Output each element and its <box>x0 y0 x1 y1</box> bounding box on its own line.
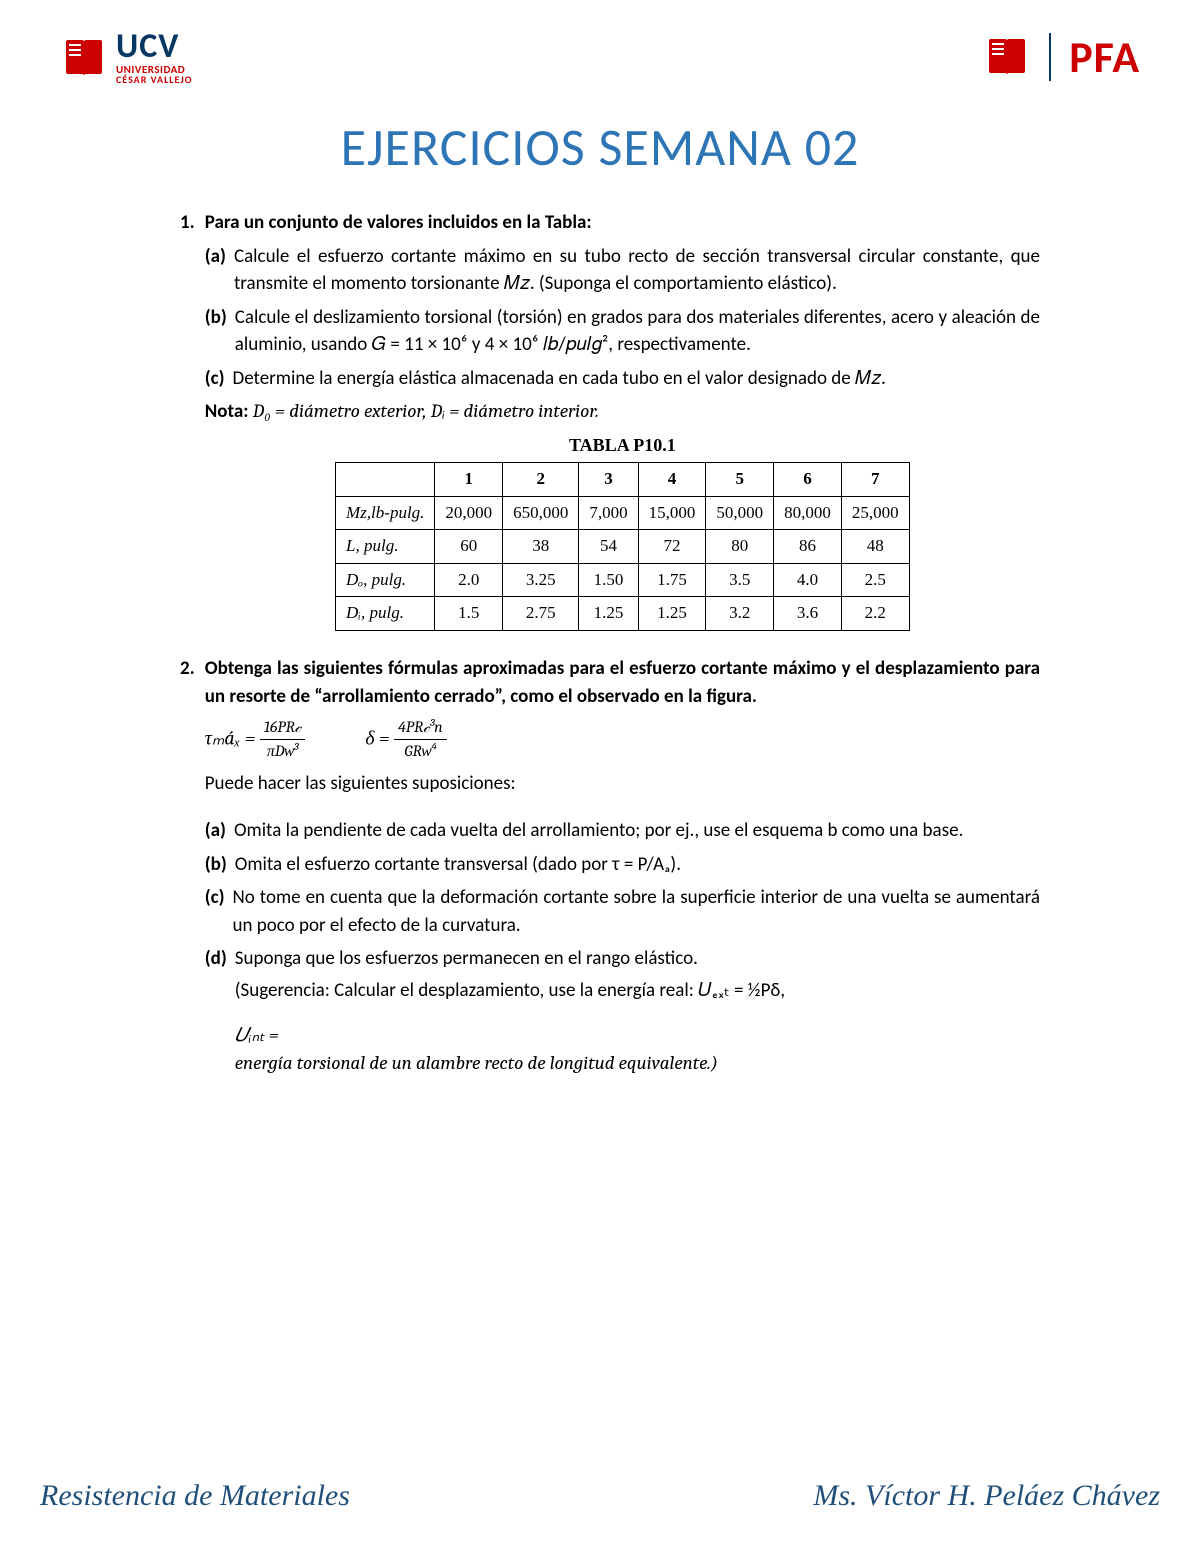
cell: 50,000 <box>706 496 774 530</box>
footer-left: Resistencia de Materiales <box>40 1479 350 1513</box>
data-table: 1 2 3 4 5 6 7 Mz,lb-pulg. 20,000 650,000 <box>335 462 910 631</box>
ucv-logo: UCV UNIVERSIDAD CÉSAR VALLEJO <box>60 30 192 85</box>
cell: 1.75 <box>638 563 706 597</box>
q1c-label: (c) <box>205 365 225 393</box>
divider <box>1049 33 1051 81</box>
col-1: 1 <box>435 462 503 496</box>
cell: 20,000 <box>435 496 503 530</box>
cell: 4.0 <box>774 563 842 597</box>
col-2: 2 <box>503 462 579 496</box>
delta-num: 4PR𝒸³n <box>394 716 447 740</box>
row-do-label: Dₒ, pulg. <box>336 563 435 597</box>
q2-hint: (Sugerencia: Calcular el desplazamiento,… <box>235 977 1040 1005</box>
cell: 48 <box>841 530 909 564</box>
cell: 72 <box>638 530 706 564</box>
cell: 2.0 <box>435 563 503 597</box>
delta-lhs: δ = <box>365 727 389 750</box>
row-l-label: L, pulg. <box>336 530 435 564</box>
q2d-text: Suponga que los esfuerzos permanecen en … <box>235 947 698 970</box>
cell: 38 <box>503 530 579 564</box>
q1c-text: Determine la energía elástica almacenada… <box>233 365 1040 393</box>
book-icon <box>60 34 108 82</box>
cell: 54 <box>579 530 638 564</box>
tau-lhs: τₘáₓ = <box>205 727 256 750</box>
col-3: 3 <box>579 462 638 496</box>
formula-row: τₘáₓ = 16PR𝒸 πDᴡ³ δ = 4PR𝒸³n GRᴡ⁴ <box>205 716 1040 763</box>
q2a-label: (a) <box>205 817 226 845</box>
page-title: EJERCICIOS SEMANA 02 <box>60 115 1140 179</box>
q2-intro: Obtenga las siguientes fórmulas aproxima… <box>205 655 1040 710</box>
cell: 15,000 <box>638 496 706 530</box>
footer-right: Ms. Víctor H. Peláez Chávez <box>813 1479 1160 1513</box>
q2b-label: (b) <box>205 851 227 879</box>
cell: 3.6 <box>774 597 842 631</box>
cell: 1.50 <box>579 563 638 597</box>
delta-den: GRᴡ⁴ <box>400 740 440 763</box>
table-title: TABLA P10.1 <box>205 432 1040 458</box>
cell: 86 <box>774 530 842 564</box>
q1a-text: Calcule el esfuerzo cortante máximo en s… <box>234 243 1040 298</box>
cell: 3.5 <box>706 563 774 597</box>
cell: 80 <box>706 530 774 564</box>
uint-line: 𝑈ᵢₙₜ = energía torsional de un alambre r… <box>235 1022 1040 1077</box>
cell: 2.2 <box>841 597 909 631</box>
cell: 25,000 <box>841 496 909 530</box>
uint-rhs: energía torsional de un alambre recto de… <box>235 1052 718 1074</box>
pfa-text: PFA <box>1069 30 1140 84</box>
ucv-main-text: UCV <box>116 30 192 64</box>
cell: 2.75 <box>503 597 579 631</box>
q2b-text: Omita el esfuerzo cortante transversal (… <box>235 851 1040 879</box>
cell: 3.2 <box>706 597 774 631</box>
q2d-label: (d) <box>205 945 227 1077</box>
cell: 1.25 <box>579 597 638 631</box>
cell: 650,000 <box>503 496 579 530</box>
q2c-label: (c) <box>205 884 225 939</box>
q1b-text: Calcule el deslizamiento torsional (tors… <box>235 304 1040 359</box>
row-di-label: Dᵢ, pulg. <box>336 597 435 631</box>
q1-intro: Para un conjunto de valores incluidos en… <box>205 209 1040 237</box>
row-mz-label: Mz,lb-pulg. <box>336 496 435 530</box>
book-icon <box>983 33 1031 81</box>
q1b-label: (b) <box>205 304 227 359</box>
pfa-logo: PFA <box>983 30 1140 84</box>
q1a-label: (a) <box>205 243 226 298</box>
cell: 1.5 <box>435 597 503 631</box>
ucv-sub2-text: CÉSAR VALLEJO <box>116 75 192 85</box>
col-7: 7 <box>841 462 909 496</box>
tau-den: πDᴡ³ <box>263 740 302 763</box>
col-5: 5 <box>706 462 774 496</box>
uint-lhs: 𝑈ᵢₙₜ = <box>235 1024 279 1046</box>
cell: 80,000 <box>774 496 842 530</box>
col-6: 6 <box>774 462 842 496</box>
cell: 2.5 <box>841 563 909 597</box>
page-header: UCV UNIVERSIDAD CÉSAR VALLEJO PFA <box>60 30 1140 85</box>
q1-nota: Nota: Nota: 𝐷₀ = 𝑑𝑖á𝑚𝑒𝑡𝑟𝑜 𝑒𝑥𝑡𝑒𝑟𝑖𝑜𝑟, 𝐷ᵢ =… <box>205 398 1040 426</box>
col-4: 4 <box>638 462 706 496</box>
q2-after-formula: Puede hacer las siguientes suposiciones: <box>205 770 1040 798</box>
q1-number: 1. <box>180 209 195 645</box>
cell: 1.25 <box>638 597 706 631</box>
q2-number: 2. <box>180 655 195 1077</box>
q2c-text: No tome en cuenta que la deformación cor… <box>233 884 1040 939</box>
q2a-text: Omita la pendiente de cada vuelta del ar… <box>234 817 1040 845</box>
content-body: 1. Para un conjunto de valores incluidos… <box>60 209 1140 1078</box>
cell: 7,000 <box>579 496 638 530</box>
cell: 3.25 <box>503 563 579 597</box>
page-footer: Resistencia de Materiales Ms. Víctor H. … <box>40 1479 1160 1513</box>
tau-num: 16PR𝒸 <box>260 716 305 740</box>
cell: 60 <box>435 530 503 564</box>
